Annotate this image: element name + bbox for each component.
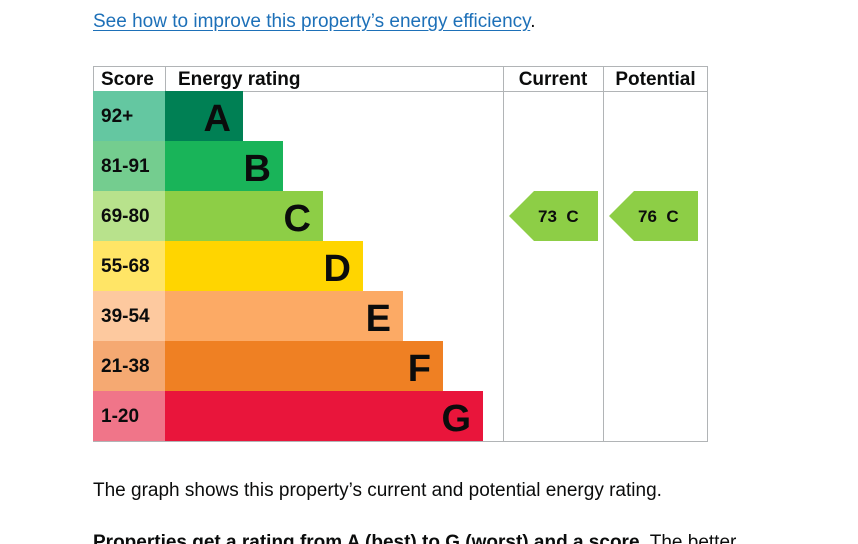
rating-letter-a: A — [204, 98, 231, 140]
header-potential: Potential — [615, 69, 695, 90]
score-cell-f — [93, 341, 165, 391]
rating-letter-e: E — [366, 298, 391, 340]
rating-letter-c: C — [284, 198, 311, 240]
improve-efficiency-link[interactable]: See how to improve this property’s energ… — [93, 11, 531, 32]
header-energy-rating: Energy rating — [178, 69, 300, 90]
current-rating-label: 73 C — [538, 207, 579, 226]
rating-letter-f: F — [408, 348, 431, 390]
score-cell-a — [93, 91, 165, 141]
rating-explanation-rest: The better — [644, 532, 737, 544]
rating-bar-a — [165, 91, 243, 141]
potential-rating-arrow — [609, 191, 698, 241]
score-cell-e — [93, 291, 165, 341]
score-label-f: 21-38 — [101, 356, 150, 377]
score-label-a: 92+ — [101, 106, 133, 127]
score-label-g: 1-20 — [101, 406, 139, 427]
score-label-e: 39-54 — [101, 306, 150, 327]
score-label-b: 81-91 — [101, 156, 150, 177]
chart-caption: The graph shows this property’s current … — [93, 480, 662, 501]
rating-bar-b — [165, 141, 283, 191]
energy-rating-chart: Score Energy rating Current Potential 92+ A 81… — [93, 66, 708, 442]
score-label-d: 55-68 — [101, 256, 150, 277]
score-cell-d — [93, 241, 165, 291]
score-cell-c — [93, 191, 165, 241]
potential-rating-label: 76 C — [638, 207, 679, 226]
rating-bar-c — [165, 191, 323, 241]
header-current: Current — [519, 69, 588, 90]
improve-link-line: See how to improve this property’s energ… — [93, 11, 536, 33]
rating-letter-g: G — [441, 398, 471, 440]
energy-rating-svg: Score Energy rating Current Potential 92+ A 81… — [93, 66, 708, 442]
current-rating-arrow — [509, 191, 598, 241]
score-cell-g — [93, 391, 165, 441]
rating-bar-e — [165, 291, 403, 341]
rating-bar-f — [165, 341, 443, 391]
rating-bar-d — [165, 241, 363, 291]
header-score: Score — [101, 69, 154, 90]
score-label-c: 69-80 — [101, 206, 150, 227]
rating-bar-g — [165, 391, 483, 441]
rating-explanation: Properties get a rating from A (best) to… — [93, 532, 736, 544]
rating-explanation-bold: Properties get a rating from A (best) to… — [93, 532, 645, 544]
rating-letter-d: D — [324, 248, 351, 290]
score-cell-b — [93, 141, 165, 191]
rating-letter-b: B — [244, 148, 271, 190]
link-suffix: . — [530, 11, 536, 32]
